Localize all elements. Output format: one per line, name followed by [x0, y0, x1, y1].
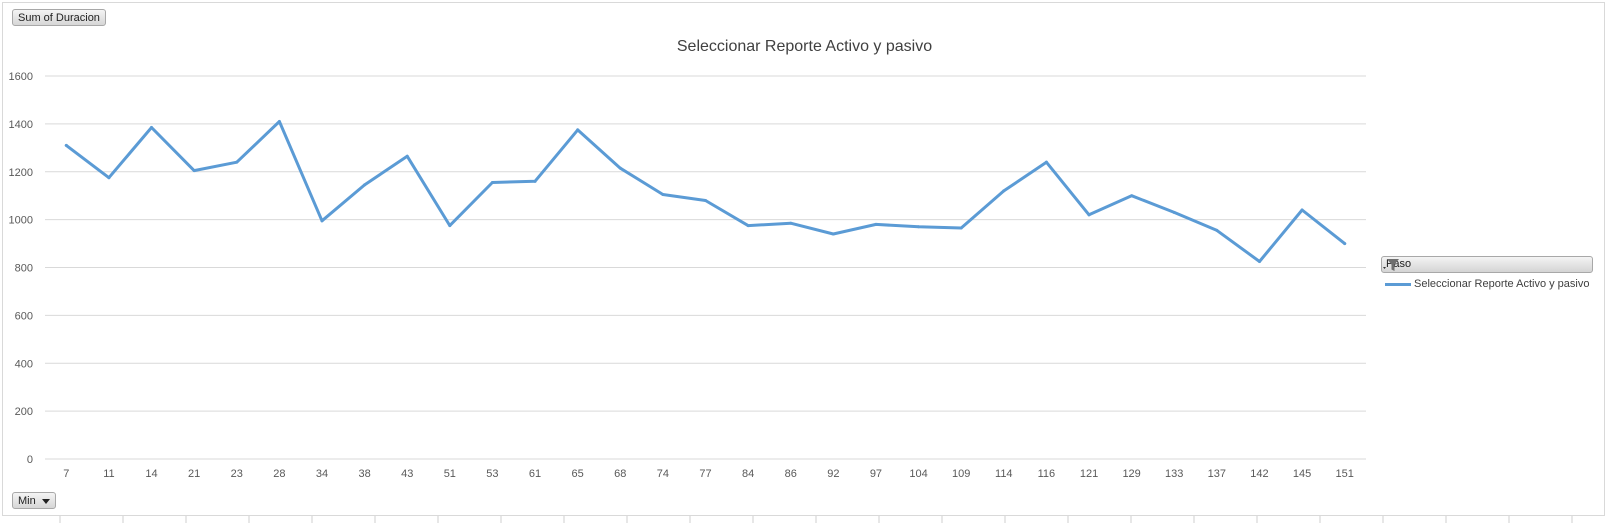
legend-entry-label: Seleccionar Reporte Activo y pasivo — [1414, 278, 1590, 290]
data-point — [789, 221, 793, 225]
value-field-label: Sum of Duracion — [18, 12, 100, 24]
data-point — [235, 160, 239, 164]
legend-swatch — [1385, 282, 1411, 286]
x-tick-label: 84 — [742, 468, 754, 480]
data-point — [277, 119, 281, 123]
x-tick-label: 43 — [401, 468, 413, 480]
value-field-button[interactable]: Sum of Duracion — [12, 9, 106, 26]
y-tick-label: 1000 — [9, 215, 33, 227]
data-point — [1300, 208, 1304, 212]
x-tick-label: 23 — [231, 468, 243, 480]
y-tick-label: 200 — [15, 406, 33, 418]
data-point — [874, 222, 878, 226]
x-tick-label: 68 — [614, 468, 626, 480]
legend-field-button[interactable]: Paso — [1381, 256, 1593, 273]
data-point — [917, 225, 921, 229]
x-tick-label: 133 — [1165, 468, 1183, 480]
y-tick-label: 0 — [27, 454, 33, 466]
data-point — [1130, 194, 1134, 198]
x-tick-label: 137 — [1208, 468, 1226, 480]
y-tick-label: 400 — [15, 358, 33, 370]
data-point — [448, 224, 452, 228]
x-tick-label: 97 — [870, 468, 882, 480]
data-point — [533, 179, 537, 183]
x-tick-label: 86 — [785, 468, 797, 480]
x-tick-label: 34 — [316, 468, 328, 480]
x-tick-label: 38 — [358, 468, 370, 480]
x-tick-label: 151 — [1336, 468, 1354, 480]
series-line — [64, 120, 1347, 263]
x-tick-label: 65 — [572, 468, 584, 480]
x-tick-label: 142 — [1250, 468, 1268, 480]
data-point — [1172, 210, 1176, 214]
filter-dropdown-icon — [1383, 259, 1399, 271]
data-point — [704, 198, 707, 202]
axis-field-button[interactable]: Min — [12, 492, 56, 509]
data-point — [959, 226, 963, 230]
x-tick-label: 121 — [1080, 468, 1098, 480]
x-tick-label: 11 — [103, 468, 114, 480]
x-tick-label: 145 — [1293, 468, 1311, 480]
x-tick-label: 104 — [909, 468, 927, 480]
data-point — [1257, 260, 1261, 264]
data-point — [150, 125, 154, 129]
chevron-down-icon — [41, 498, 50, 504]
data-point — [1343, 242, 1347, 246]
data-point — [1215, 228, 1219, 232]
data-point — [1044, 160, 1048, 164]
x-tick-label: 129 — [1122, 468, 1140, 480]
y-tick-label: 600 — [15, 310, 33, 322]
data-point — [490, 181, 494, 185]
data-point — [746, 224, 750, 228]
data-point — [320, 219, 324, 223]
legend-entry: Seleccionar Reporte Activo y pasivo — [1385, 278, 1589, 290]
x-tick-label: 92 — [827, 468, 839, 480]
x-tick-label: 114 — [995, 468, 1013, 480]
x-tick-label: 74 — [657, 468, 669, 480]
data-point — [405, 154, 409, 158]
chart-area — [2, 2, 1605, 516]
axis-field-label: Min — [18, 495, 36, 507]
data-point — [363, 183, 367, 187]
y-tick-label: 800 — [15, 263, 33, 275]
x-tick-label: 21 — [188, 468, 200, 480]
x-tick-label: 61 — [529, 468, 541, 480]
x-tick-label: 28 — [273, 468, 285, 480]
data-point — [107, 176, 111, 180]
data-point — [576, 128, 580, 132]
y-tick-label: 1400 — [9, 119, 33, 131]
data-point — [64, 143, 68, 147]
x-tick-label: 77 — [699, 468, 711, 480]
data-point — [831, 232, 835, 236]
data-point — [618, 166, 622, 170]
x-tick-label: 53 — [486, 468, 498, 480]
chart-title: Seleccionar Reporte Activo y pasivo — [676, 38, 933, 55]
x-tick-label: 116 — [1038, 468, 1056, 480]
x-tick-label: 7 — [63, 468, 69, 480]
x-tick-label: 109 — [952, 468, 970, 480]
sheet-gridlines — [59, 516, 1573, 523]
x-tick-label: 51 — [444, 468, 456, 480]
data-point — [192, 169, 196, 173]
x-tick-label: 14 — [145, 468, 157, 480]
y-tick-label: 1200 — [9, 167, 33, 179]
data-point — [1002, 189, 1006, 193]
data-point — [661, 192, 665, 196]
y-tick-label: 1600 — [9, 71, 33, 83]
data-point — [1087, 213, 1091, 217]
